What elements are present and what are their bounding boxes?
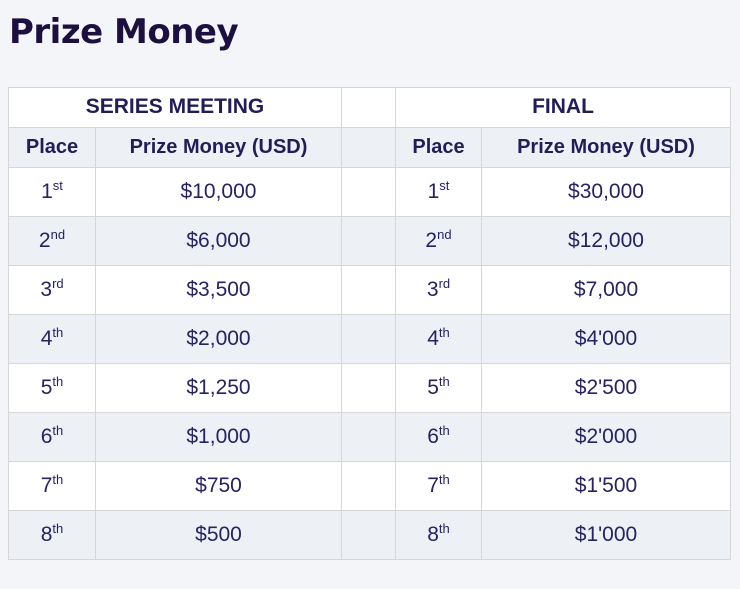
place-ordinal-suffix: st xyxy=(439,177,450,193)
table-group-header-row: SERIES MEETING FINAL xyxy=(8,86,732,128)
gap-cell xyxy=(341,509,396,560)
gap-cell xyxy=(341,362,396,413)
place-ordinal-suffix: nd xyxy=(437,226,452,242)
series-place-column-header: Place xyxy=(8,126,96,168)
final-prize-cell: $12,000 xyxy=(480,215,732,266)
place-number: 7 xyxy=(427,473,439,497)
place-ordinal-suffix: th xyxy=(52,422,64,438)
final-place-cell: 2nd xyxy=(395,215,482,266)
place-number: 4 xyxy=(427,326,439,350)
series-place-cell: 5th xyxy=(8,362,96,413)
final-group-header: FINAL xyxy=(394,86,732,128)
series-place-cell: 3rd xyxy=(8,264,96,315)
series-meeting-group-header: SERIES MEETING xyxy=(8,86,342,128)
place-ordinal-suffix: rd xyxy=(438,275,451,291)
place-number: 3 xyxy=(40,277,53,301)
table-row: 1st $10,000 1st $30,000 xyxy=(8,166,732,217)
page-title: Prize Money xyxy=(9,12,239,52)
series-prize-cell: $6,000 xyxy=(95,215,342,266)
gap-cell xyxy=(341,126,396,168)
final-prize-cell: $1'500 xyxy=(480,460,732,511)
place-ordinal-suffix: th xyxy=(52,520,64,536)
final-place-cell: 6th xyxy=(395,411,482,462)
place-number: 7 xyxy=(40,473,53,497)
table-column-header-row: Place Prize Money (USD) Place Prize Mone… xyxy=(8,126,732,168)
series-place-cell: 2nd xyxy=(8,215,96,266)
series-prize-column-header: Prize Money (USD) xyxy=(95,126,342,168)
table-row: 3rd $3,500 3rd $7,000 xyxy=(8,264,732,315)
series-prize-cell: $10,000 xyxy=(95,166,342,217)
gap-cell xyxy=(341,411,396,462)
series-place-cell: 4th xyxy=(8,313,96,364)
place-number: 8 xyxy=(427,522,439,546)
table-body: 1st $10,000 1st $30,000 2nd $6,000 2nd $… xyxy=(8,166,732,560)
final-prize-cell: $2'500 xyxy=(480,362,732,413)
series-prize-cell: $1,000 xyxy=(95,411,342,462)
place-number: 6 xyxy=(427,424,439,448)
gap-cell xyxy=(341,86,396,128)
place-number: 4 xyxy=(40,326,53,350)
place-ordinal-suffix: nd xyxy=(50,226,66,242)
place-number: 6 xyxy=(40,424,53,448)
prize-money-table: SERIES MEETING FINAL Place Prize Money (… xyxy=(8,86,732,560)
gap-cell xyxy=(341,166,396,217)
series-place-cell: 7th xyxy=(8,460,96,511)
place-ordinal-suffix: th xyxy=(52,471,64,487)
table-row: 5th $1,250 5th $2'500 xyxy=(8,362,732,413)
gap-cell xyxy=(341,264,396,315)
place-ordinal-suffix: th xyxy=(438,422,450,438)
place-ordinal-suffix: st xyxy=(52,177,63,193)
place-number: 2 xyxy=(38,228,51,252)
final-prize-cell: $2'000 xyxy=(480,411,732,462)
final-place-cell: 5th xyxy=(395,362,482,413)
final-place-cell: 7th xyxy=(395,460,482,511)
place-number: 2 xyxy=(425,228,438,252)
place-number: 3 xyxy=(426,277,439,301)
place-number: 1 xyxy=(427,179,440,203)
series-place-cell: 6th xyxy=(8,411,96,462)
final-prize-cell: $30,000 xyxy=(480,166,732,217)
table-row: 6th $1,000 6th $2'000 xyxy=(8,411,732,462)
final-prize-cell: $1'000 xyxy=(480,509,732,560)
gap-cell xyxy=(341,460,396,511)
place-ordinal-suffix: th xyxy=(438,324,450,340)
place-ordinal-suffix: th xyxy=(438,520,450,536)
final-prize-cell: $7,000 xyxy=(480,264,732,315)
series-place-cell: 1st xyxy=(8,166,96,217)
final-prize-column-header: Prize Money (USD) xyxy=(480,126,732,168)
series-prize-cell: $750 xyxy=(95,460,342,511)
final-prize-cell: $4'000 xyxy=(480,313,732,364)
series-prize-cell: $2,000 xyxy=(95,313,342,364)
place-number: 1 xyxy=(41,179,53,203)
final-place-column-header: Place xyxy=(395,126,482,168)
final-place-cell: 4th xyxy=(395,313,482,364)
place-ordinal-suffix: th xyxy=(52,324,64,340)
series-prize-cell: $500 xyxy=(95,509,342,560)
series-place-cell: 8th xyxy=(8,509,96,560)
table-row: 2nd $6,000 2nd $12,000 xyxy=(8,215,732,266)
place-number: 5 xyxy=(427,375,439,399)
table-row: 8th $500 8th $1'000 xyxy=(8,509,732,560)
final-place-cell: 1st xyxy=(395,166,482,217)
gap-cell xyxy=(341,215,396,266)
place-ordinal-suffix: th xyxy=(438,373,450,389)
table-row: 7th $750 7th $1'500 xyxy=(8,460,732,511)
table-row: 4th $2,000 4th $4'000 xyxy=(8,313,732,364)
series-prize-cell: $1,250 xyxy=(95,362,342,413)
place-number: 8 xyxy=(40,522,53,546)
place-ordinal-suffix: rd xyxy=(52,275,64,291)
place-ordinal-suffix: th xyxy=(52,373,64,389)
final-place-cell: 8th xyxy=(395,509,482,560)
series-prize-cell: $3,500 xyxy=(95,264,342,315)
gap-cell xyxy=(341,313,396,364)
final-place-cell: 3rd xyxy=(395,264,482,315)
place-number: 5 xyxy=(40,375,53,399)
place-ordinal-suffix: th xyxy=(438,471,450,487)
